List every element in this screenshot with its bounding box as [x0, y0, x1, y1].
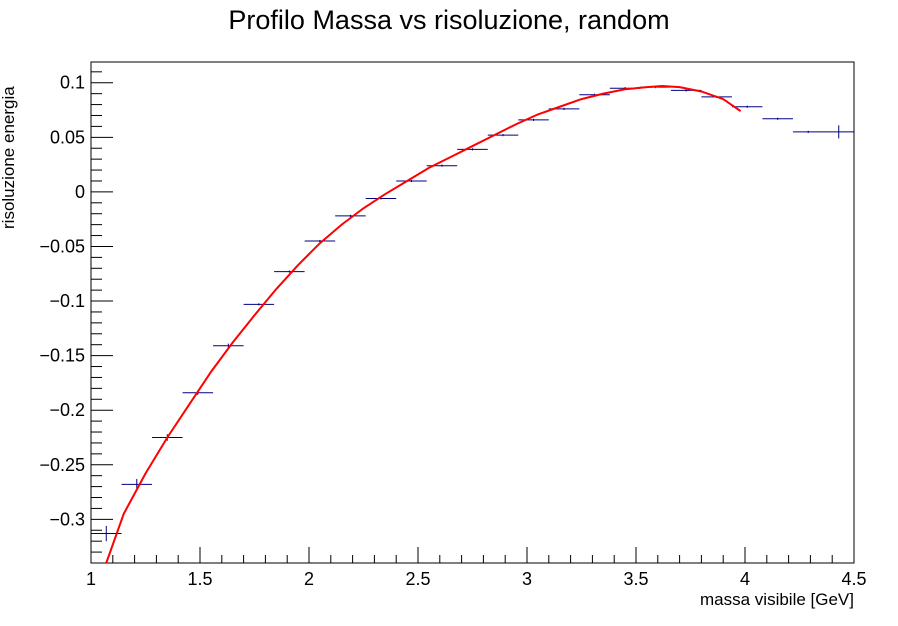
profile-points — [91, 86, 854, 542]
profile-point — [243, 303, 275, 306]
x-tick-label: 4.5 — [841, 569, 866, 589]
tick-labels: 1 1.5 2 2.5 3 3.5 4 4.5 −0.3 −0.25 −0.2 −0.15 −0.1 −0… — [39, 73, 866, 589]
axis-ticks — [90, 71, 855, 564]
x-axis-title: massa visibile [GeV] — [700, 590, 854, 609]
x-tick-label: 3.5 — [623, 569, 648, 589]
x-tick-label: 4 — [740, 569, 750, 589]
x-tick-label: 2.5 — [405, 569, 430, 589]
y-tick-label: 0.1 — [60, 73, 85, 93]
profile-point — [304, 239, 336, 243]
profile-point — [335, 214, 366, 217]
y-axis-title: risoluzione energia — [0, 86, 18, 229]
y-tick-label: −0.3 — [49, 509, 85, 529]
y-tick-label: −0.15 — [39, 346, 85, 366]
plot-frame — [90, 61, 855, 564]
profile-point — [457, 148, 488, 151]
fit-curve — [105, 85, 742, 564]
x-tick-label: 3 — [522, 569, 532, 589]
y-tick-label: −0.25 — [39, 455, 85, 475]
y-tick-label: −0.1 — [49, 291, 85, 311]
x-tick-label: 1.5 — [187, 569, 212, 589]
profile-point — [396, 179, 427, 183]
profile-point — [731, 105, 763, 108]
chart-title: Profilo Massa vs risoluzione, random — [228, 5, 669, 35]
y-tick-label: −0.05 — [39, 236, 85, 256]
profile-point — [823, 125, 854, 139]
profile-point — [274, 270, 305, 273]
y-tick-label: 0 — [75, 182, 85, 202]
x-tick-label: 1 — [86, 569, 96, 589]
x-tick-label: 2 — [304, 569, 314, 589]
y-tick-label: 0.05 — [50, 127, 85, 147]
profile-point — [792, 130, 824, 133]
y-tick-label: −0.2 — [49, 400, 85, 420]
profile-point — [762, 117, 793, 120]
